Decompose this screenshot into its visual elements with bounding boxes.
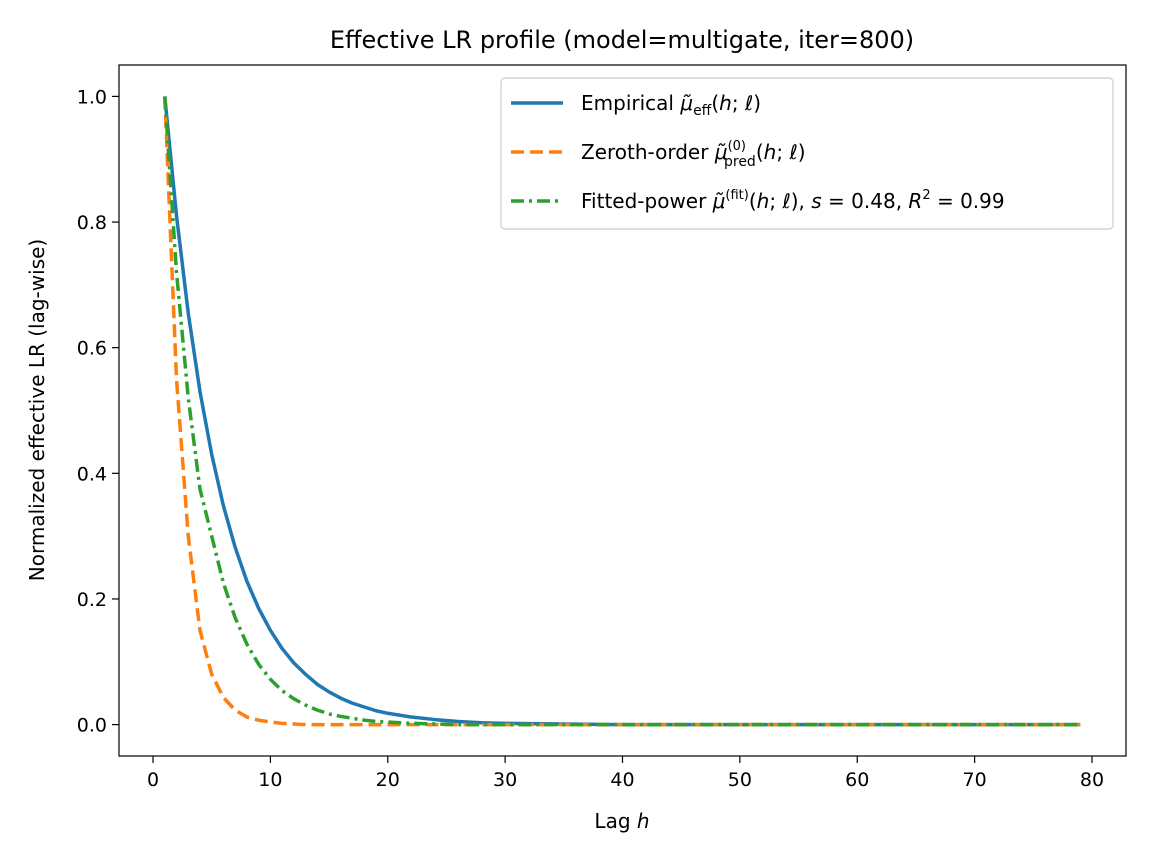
x-tick-label: 10: [258, 769, 282, 791]
x-tick-label: 70: [963, 769, 987, 791]
y-tick-label: 0.6: [77, 338, 107, 360]
series-layer: [163, 96, 1081, 727]
y-axis-label: Normalized effective LR (lag-wise): [25, 239, 49, 581]
x-axis-label: Lag h: [594, 809, 649, 833]
legend-label-3: Fitted-power μ̃(fit)(h; ℓ), s = 0.48, R2…: [581, 188, 1005, 213]
x-tick-label: 60: [845, 769, 869, 791]
plot-frame: [118, 64, 1127, 757]
y-tick-label: 1.0: [77, 86, 107, 108]
legend: Empirical μ̃eff(h; ℓ)Zeroth-order μ̃(0) p…: [500, 77, 1114, 230]
x-tick-label: 20: [376, 769, 400, 791]
y-tick-label: 0.0: [77, 715, 107, 737]
x-tick-label: 0: [147, 769, 159, 791]
legend-label-1: Empirical μ̃eff(h; ℓ): [581, 91, 761, 119]
x-tick-label: 50: [728, 769, 752, 791]
legend-box: [500, 77, 1114, 230]
x-tick-label: 40: [610, 769, 634, 791]
x-tick-label: 30: [493, 769, 517, 791]
series-line-3: [163, 96, 1081, 727]
y-tick-label: 0.8: [77, 212, 107, 234]
ticks-layer: 0 10 20 30 40 50 60 70 80 0.0 0.2 0.4 0.6 0.8 1.0: [77, 86, 1104, 791]
y-tick-label: 0.2: [77, 589, 107, 611]
x-tick-label: 80: [1080, 769, 1104, 791]
chart-title: Effective LR profile (model=multigate, i…: [330, 26, 914, 54]
y-tick-label: 0.4: [77, 463, 107, 485]
